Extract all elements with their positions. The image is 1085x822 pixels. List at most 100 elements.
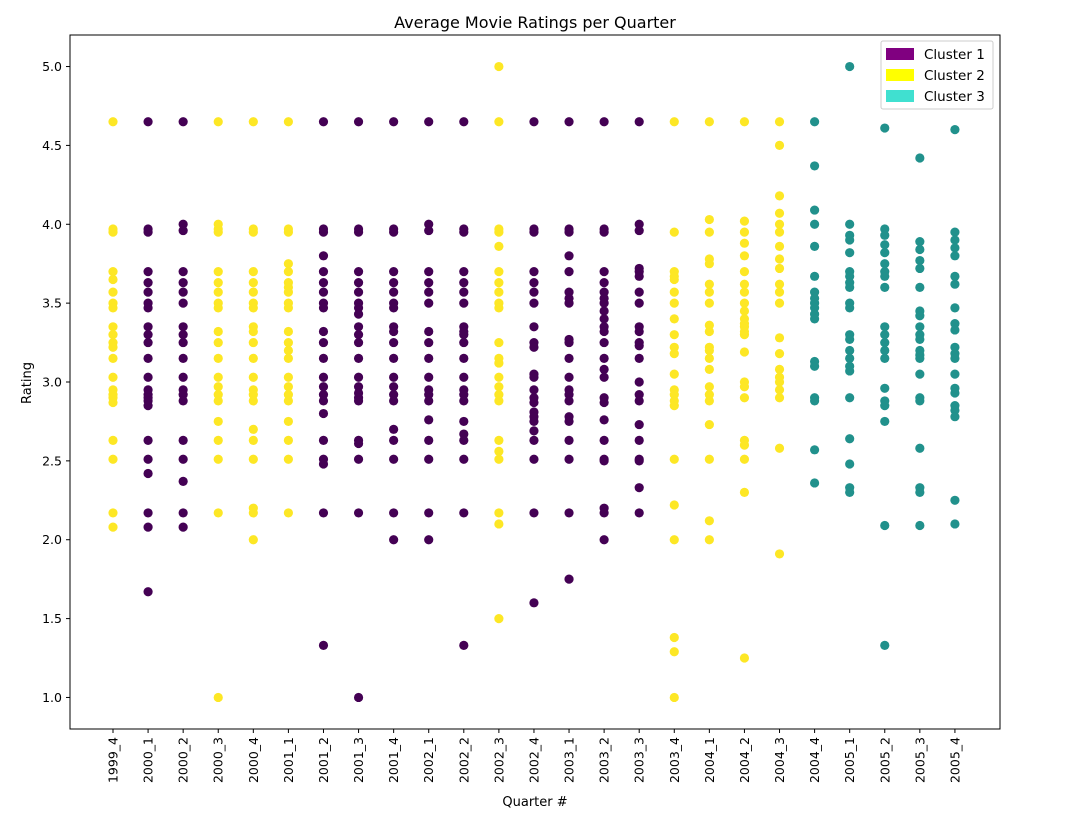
data-point (669, 692, 679, 703)
data-point (915, 263, 925, 274)
data-point (248, 287, 258, 297)
data-point (213, 303, 223, 313)
data-point (880, 640, 890, 651)
data-point (178, 390, 188, 400)
data-point (529, 598, 539, 608)
y-axis-ticks: 1.0 1.5 2.0 2.5 3.0 3.5 4.0 4.5 5.0 (42, 59, 70, 705)
legend-swatch (886, 48, 914, 60)
data-point (389, 372, 399, 382)
data-point (810, 478, 820, 488)
data-point (283, 326, 293, 337)
data-point (283, 266, 293, 277)
data-point (494, 358, 504, 368)
data-point (389, 353, 399, 363)
data-point (459, 337, 469, 348)
data-point (880, 271, 890, 281)
legend-swatch (886, 69, 914, 81)
data-point (529, 278, 539, 288)
data-point (178, 117, 188, 127)
data-point (108, 274, 118, 285)
data-point (599, 306, 609, 316)
data-point (389, 117, 399, 127)
data-point (950, 243, 960, 253)
data-point (424, 326, 434, 337)
data-point (880, 416, 890, 427)
data-point (178, 353, 188, 363)
data-point (564, 298, 574, 308)
x-tick-label: 2003_3 (632, 737, 647, 783)
data-point (108, 227, 118, 237)
data-point (810, 161, 820, 171)
data-point (318, 508, 329, 518)
data-point (739, 238, 750, 248)
data-point (424, 219, 434, 229)
data-point (774, 254, 785, 264)
data-point (634, 396, 644, 406)
data-point (424, 353, 434, 363)
data-point (915, 244, 925, 255)
x-tick-label: 2005_1 (842, 737, 857, 783)
data-point (704, 353, 714, 363)
y-tick-label: 3.0 (42, 375, 62, 390)
data-point (564, 372, 574, 382)
data-point (353, 337, 364, 348)
data-point (880, 330, 890, 340)
data-point (704, 382, 714, 392)
data-point (353, 438, 364, 449)
data-point (669, 314, 679, 324)
data-point (669, 401, 679, 411)
data-point (669, 535, 679, 545)
data-point (213, 117, 223, 127)
data-point (459, 508, 469, 518)
data-point (178, 298, 188, 308)
data-point (424, 390, 434, 400)
data-point (353, 117, 364, 127)
legend-label: Cluster 2 (924, 68, 985, 84)
data-point (774, 333, 785, 343)
data-point (494, 454, 504, 464)
data-point (353, 322, 364, 332)
data-point (143, 401, 153, 411)
data-point (915, 520, 925, 531)
data-point (950, 303, 960, 313)
data-point (529, 287, 539, 297)
data-point (213, 326, 223, 337)
data-point (494, 303, 504, 313)
data-point (143, 468, 153, 479)
data-point (213, 353, 223, 363)
data-point (950, 271, 960, 281)
data-point (669, 500, 679, 510)
data-point (248, 278, 258, 288)
data-point (915, 282, 925, 292)
data-point (424, 298, 434, 308)
y-tick-label: 5.0 (42, 59, 62, 74)
data-point (318, 382, 329, 392)
data-point (108, 117, 118, 127)
data-point (704, 259, 714, 269)
data-point (774, 279, 785, 289)
data-point (494, 508, 504, 518)
data-point (950, 325, 960, 335)
data-point (880, 230, 890, 240)
y-axis-label: Rating (20, 362, 35, 404)
data-point (318, 266, 329, 277)
data-point (494, 241, 504, 251)
data-point (248, 266, 258, 277)
data-point (353, 382, 364, 392)
data-point (599, 456, 609, 466)
data-point (529, 372, 539, 382)
data-point (389, 424, 399, 434)
data-point (318, 251, 329, 261)
data-point (248, 390, 258, 400)
data-point (283, 227, 293, 237)
data-point (739, 251, 750, 261)
data-point (213, 227, 223, 237)
data-point (774, 377, 785, 387)
data-point (318, 353, 329, 363)
data-point (178, 219, 188, 229)
data-point (389, 435, 399, 445)
x-tick-label: 2000_3 (211, 737, 226, 783)
data-point (353, 278, 364, 288)
data-point (143, 287, 153, 297)
data-point (459, 454, 469, 464)
